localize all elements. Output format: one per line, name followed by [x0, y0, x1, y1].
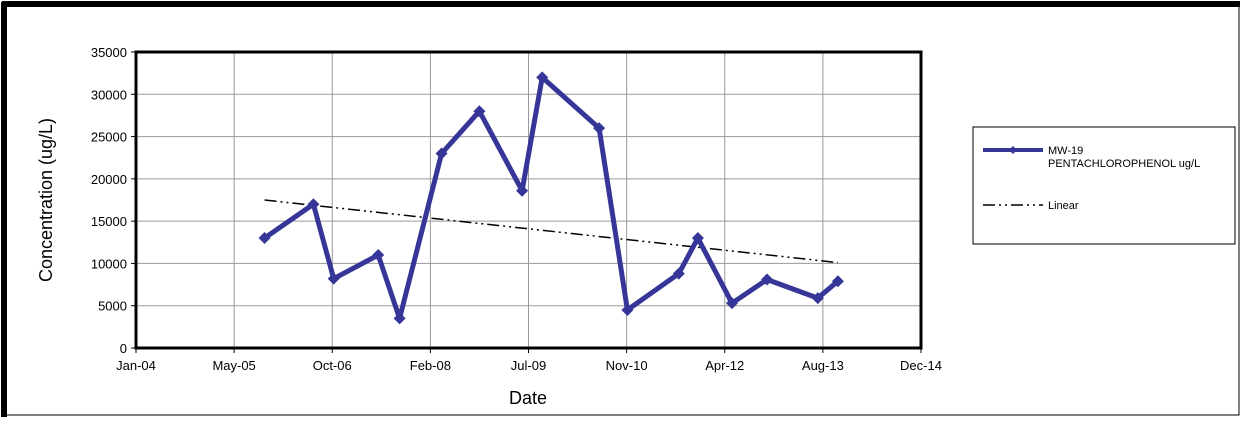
- data-point-marker: [307, 198, 320, 211]
- trendline: [264, 199, 838, 264]
- data-point-marker: [831, 275, 844, 288]
- data-point-marker: [672, 267, 685, 280]
- data-point-marker: [536, 71, 549, 84]
- data-point-marker: [473, 105, 486, 118]
- legend-series-marker: [1009, 146, 1017, 154]
- legend-linear-label: Linear: [1048, 200, 1079, 212]
- data-point-marker: [393, 312, 406, 325]
- y-tick-label: 20000: [91, 172, 127, 187]
- data-point-marker: [811, 292, 824, 305]
- x-axis-ticks: Jan-04 May-05 Oct-06 Feb-08 Jul-09 Nov-10 Apr-…: [116, 348, 942, 373]
- data-point-marker: [761, 273, 774, 286]
- data-point-marker: [593, 122, 606, 135]
- data-point-marker: [372, 248, 385, 261]
- data-series: [258, 71, 844, 325]
- trendline-linear: [264, 199, 838, 264]
- x-tick-label: Jan-04: [116, 358, 156, 373]
- x-tick-label: Feb-08: [410, 358, 451, 373]
- legend: MW-19 PENTACHLOROPHENOL ug/L Linear: [972, 126, 1236, 245]
- y-axis-ticks: 0 5000 10000 15000 20000 25000 30000 35000: [91, 45, 136, 356]
- data-point-marker: [435, 147, 448, 160]
- x-tick-label: Oct-06: [313, 358, 352, 373]
- data-point-marker: [725, 297, 738, 310]
- series-line-mw19: [263, 74, 840, 321]
- y-axis-title: Concentration (ug/L): [36, 118, 56, 282]
- data-point-marker: [327, 272, 340, 285]
- x-tick-label: Aug-13: [802, 358, 844, 373]
- x-tick-label: Nov-10: [606, 358, 648, 373]
- x-tick-label: Dec-14: [900, 358, 942, 373]
- legend-box: [972, 126, 1236, 245]
- y-tick-label: 0: [120, 341, 127, 356]
- data-point-marker: [516, 184, 529, 197]
- x-tick-label: Jul-09: [511, 358, 546, 373]
- data-point-marker: [691, 232, 704, 245]
- y-tick-label: 25000: [91, 130, 127, 145]
- legend-series-label-line1: MW-19: [1048, 145, 1083, 157]
- y-tick-label: 30000: [91, 87, 127, 102]
- grid: [135, 51, 922, 349]
- x-tick-label: May-05: [212, 358, 255, 373]
- y-tick-label: 5000: [98, 299, 127, 314]
- data-point-marker: [258, 232, 271, 245]
- data-point-marker: [621, 303, 634, 316]
- y-tick-label: 35000: [91, 45, 127, 60]
- x-tick-label: Apr-12: [705, 358, 744, 373]
- y-tick-label: 15000: [91, 214, 127, 229]
- legend-series-label-line2: PENTACHLOROPHENOL ug/L: [1048, 158, 1200, 170]
- y-tick-label: 10000: [91, 256, 127, 271]
- x-axis-title: Date: [509, 388, 547, 408]
